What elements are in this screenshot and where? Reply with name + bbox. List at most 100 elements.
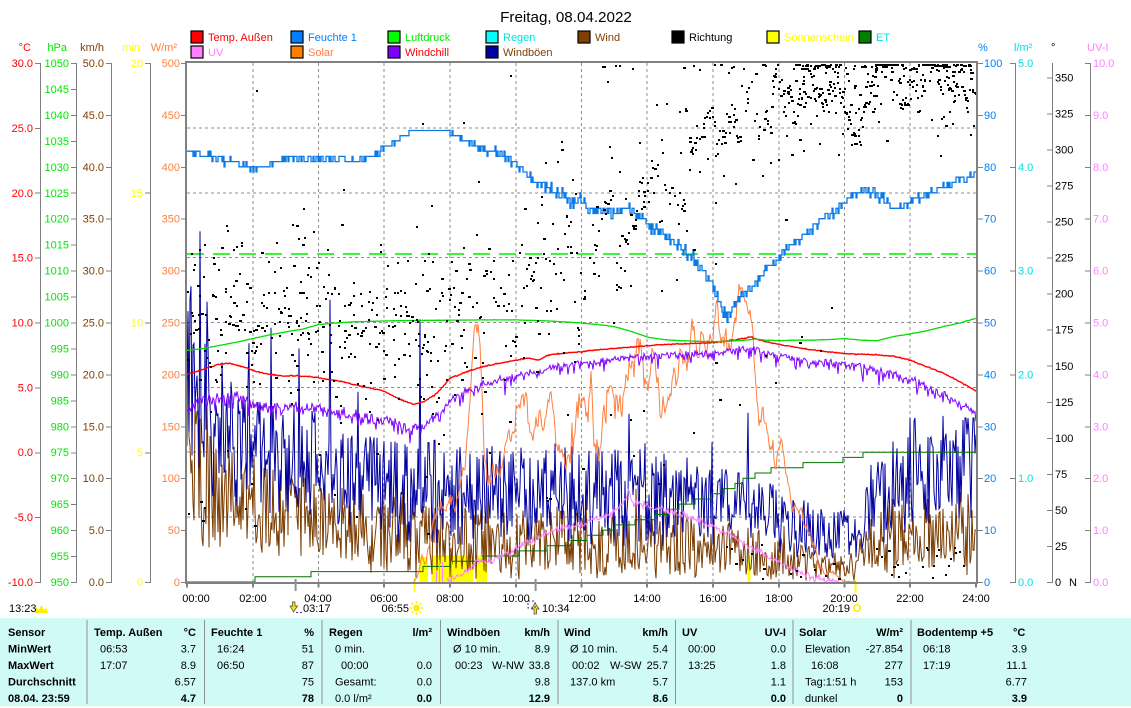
- svg-text:°C: °C: [184, 627, 196, 639]
- svg-text:Ø 10 min.: Ø 10 min.: [453, 644, 501, 656]
- svg-text:MinWert: MinWert: [8, 644, 52, 656]
- svg-text:16:08: 16:08: [811, 660, 839, 672]
- svg-text:125: 125: [1055, 397, 1073, 409]
- svg-text:Windböen: Windböen: [447, 627, 500, 639]
- svg-text:0.0: 0.0: [417, 693, 432, 705]
- svg-text:1.0: 1.0: [1093, 525, 1108, 537]
- svg-text:02:00: 02:00: [239, 593, 267, 605]
- svg-text:18:00: 18:00: [765, 593, 793, 605]
- svg-text:300: 300: [162, 266, 180, 278]
- svg-text:90: 90: [984, 110, 996, 122]
- svg-text:Temp. Außen: Temp. Außen: [94, 627, 163, 639]
- svg-text:0.0: 0.0: [417, 677, 432, 689]
- svg-text:Richtung: Richtung: [689, 32, 732, 44]
- svg-text:75: 75: [1055, 469, 1067, 481]
- svg-text:980: 980: [51, 421, 69, 433]
- svg-text:10: 10: [984, 525, 996, 537]
- svg-text:35.0: 35.0: [83, 214, 104, 226]
- svg-text:153: 153: [885, 677, 903, 689]
- svg-text:Wind: Wind: [595, 32, 620, 44]
- svg-text:60: 60: [984, 266, 996, 278]
- svg-text:50.0: 50.0: [83, 58, 104, 70]
- svg-text:Ø 10 min.: Ø 10 min.: [570, 644, 618, 656]
- svg-text:03:17: 03:17: [303, 603, 331, 615]
- svg-text:Durchschnitt: Durchschnitt: [8, 677, 76, 689]
- svg-text:km/h: km/h: [642, 627, 668, 639]
- svg-text:16:00: 16:00: [699, 593, 727, 605]
- svg-text:6.0: 6.0: [1093, 266, 1108, 278]
- svg-text:12.9: 12.9: [529, 693, 550, 705]
- svg-text:Wind: Wind: [564, 627, 591, 639]
- svg-text:13:25: 13:25: [688, 660, 716, 672]
- svg-text:20.0: 20.0: [12, 188, 33, 200]
- svg-text:225: 225: [1055, 253, 1073, 265]
- svg-text:30.0: 30.0: [83, 266, 104, 278]
- svg-text:25.7: 25.7: [647, 660, 668, 672]
- svg-text:20:00: 20:00: [830, 593, 858, 605]
- svg-text:0.0: 0.0: [417, 660, 432, 672]
- svg-text:dunkel: dunkel: [805, 693, 837, 705]
- svg-text:12:00: 12:00: [568, 593, 596, 605]
- svg-text:5.0: 5.0: [1018, 58, 1033, 70]
- svg-text:25.0: 25.0: [83, 318, 104, 330]
- svg-text:16:24: 16:24: [217, 644, 245, 656]
- svg-text:985: 985: [51, 395, 69, 407]
- svg-text:Feuchte 1: Feuchte 1: [308, 32, 357, 44]
- svg-text:500: 500: [162, 58, 180, 70]
- svg-text:4.7: 4.7: [181, 693, 196, 705]
- svg-text:15.0: 15.0: [83, 421, 104, 433]
- svg-text:0.0: 0.0: [18, 447, 33, 459]
- svg-text:14:00: 14:00: [633, 593, 661, 605]
- svg-text:06:18: 06:18: [923, 644, 951, 656]
- svg-text:10: 10: [131, 318, 143, 330]
- svg-text:06:50: 06:50: [217, 660, 245, 672]
- svg-text:0: 0: [1055, 577, 1061, 589]
- svg-text:8.9: 8.9: [535, 644, 550, 656]
- svg-text:Solar: Solar: [308, 47, 334, 59]
- svg-text:350: 350: [1055, 72, 1073, 84]
- svg-text:350: 350: [162, 214, 180, 226]
- svg-text:175: 175: [1055, 325, 1073, 337]
- svg-text:70: 70: [984, 214, 996, 226]
- svg-text:5.0: 5.0: [18, 382, 33, 394]
- svg-text:200: 200: [162, 369, 180, 381]
- svg-text:3.7: 3.7: [181, 644, 196, 656]
- svg-text:Freitag, 08.04.2022: Freitag, 08.04.2022: [500, 9, 632, 26]
- svg-text:33.8: 33.8: [529, 660, 550, 672]
- svg-text:15.0: 15.0: [12, 253, 33, 265]
- svg-text:1010: 1010: [45, 266, 69, 278]
- svg-text:04:00: 04:00: [304, 593, 332, 605]
- svg-text:3.9: 3.9: [1012, 644, 1027, 656]
- svg-text:1045: 1045: [45, 84, 69, 96]
- svg-text:80: 80: [984, 162, 996, 174]
- svg-text:975: 975: [51, 447, 69, 459]
- svg-text:5.4: 5.4: [653, 644, 668, 656]
- svg-text:0: 0: [984, 577, 990, 589]
- svg-text:Sensor: Sensor: [8, 627, 46, 639]
- svg-text:25.0: 25.0: [12, 123, 33, 135]
- svg-text:min: min: [122, 42, 140, 54]
- svg-text:50: 50: [984, 318, 996, 330]
- svg-text:87: 87: [302, 660, 314, 672]
- svg-text:W-SW: W-SW: [610, 660, 642, 672]
- svg-text:W/m²: W/m²: [151, 42, 178, 54]
- svg-text:Temp. Außen: Temp. Außen: [208, 32, 273, 44]
- svg-text:15: 15: [131, 188, 143, 200]
- svg-text:10.0: 10.0: [12, 318, 33, 330]
- svg-text:1000: 1000: [45, 318, 69, 330]
- svg-text:970: 970: [51, 473, 69, 485]
- svg-text:2.0: 2.0: [1018, 369, 1033, 381]
- svg-text:W/m²: W/m²: [876, 627, 903, 639]
- svg-text:9.0: 9.0: [1093, 110, 1108, 122]
- svg-text:N: N: [1069, 577, 1077, 589]
- svg-text:0.0: 0.0: [771, 644, 786, 656]
- svg-text:10:34: 10:34: [542, 603, 570, 615]
- svg-text:06:55: 06:55: [381, 603, 409, 615]
- svg-text:51: 51: [302, 644, 314, 656]
- svg-text:MaxWert: MaxWert: [8, 660, 54, 672]
- svg-text:00:23: 00:23: [455, 660, 483, 672]
- svg-text:%: %: [978, 42, 988, 54]
- svg-text:Solar: Solar: [799, 627, 827, 639]
- svg-text:UV: UV: [682, 627, 698, 639]
- svg-text:1030: 1030: [45, 162, 69, 174]
